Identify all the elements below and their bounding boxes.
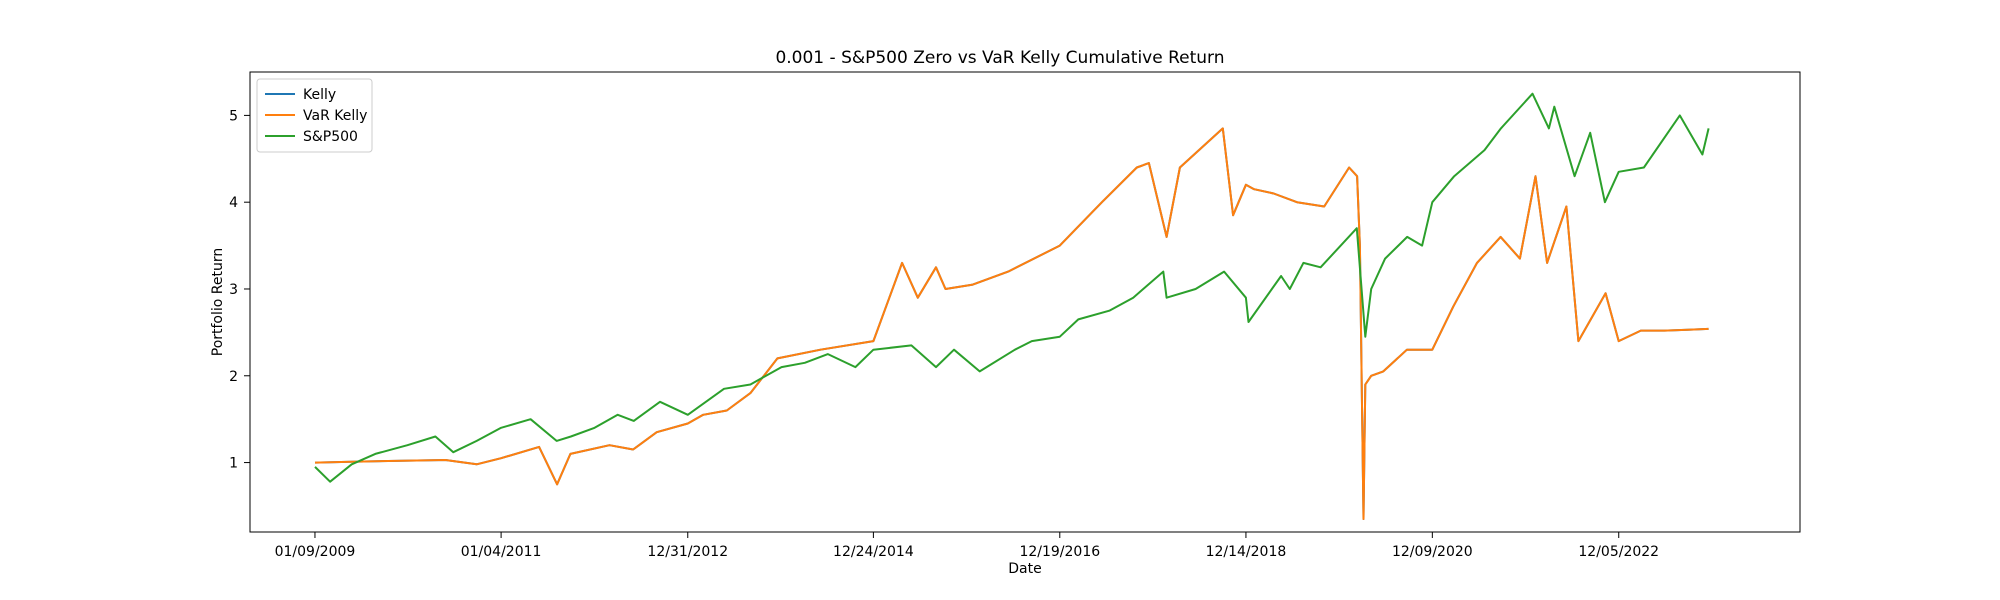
chart-title: 0.001 - S&P500 Zero vs VaR Kelly Cumulat…	[775, 48, 1224, 68]
x-axis-label: Date	[1008, 561, 1041, 577]
y-tick-label: 5	[229, 108, 238, 124]
y-tick-label: 2	[229, 369, 238, 385]
x-tick-label: 12/31/2012	[647, 544, 728, 560]
x-tick-label: 01/09/2009	[275, 544, 356, 560]
series-line-1	[314, 127, 1709, 520]
x-tick-label: 12/05/2022	[1578, 544, 1659, 560]
x-tick-label: 12/24/2014	[833, 544, 914, 560]
x-tick-label: 12/09/2020	[1392, 544, 1473, 560]
legend-label: VaR Kelly	[303, 108, 367, 124]
y-axis-label: Portfolio Return	[210, 248, 226, 357]
series-layer	[314, 92, 1710, 520]
y-tick-label: 3	[229, 282, 238, 298]
x-axis: 01/09/2009 01/04/2011 12/31/2012 12/24/2014…	[275, 532, 1659, 560]
legend: Kelly VaR Kelly S&P500	[256, 78, 373, 153]
legend-box	[256, 78, 373, 153]
y-tick-label: 4	[229, 195, 238, 211]
y-axis: 1 2 3 4 5	[229, 108, 250, 472]
y-tick-label: 1	[229, 456, 238, 472]
plot-frame	[249, 71, 1801, 533]
legend-label: S&P500	[303, 129, 358, 145]
x-tick-label: 12/19/2016	[1019, 544, 1100, 560]
legend-label: Kelly	[303, 87, 336, 103]
series-line-2	[314, 92, 1710, 483]
x-tick-label: 12/14/2018	[1206, 544, 1287, 560]
x-tick-label: 01/04/2011	[461, 544, 542, 560]
